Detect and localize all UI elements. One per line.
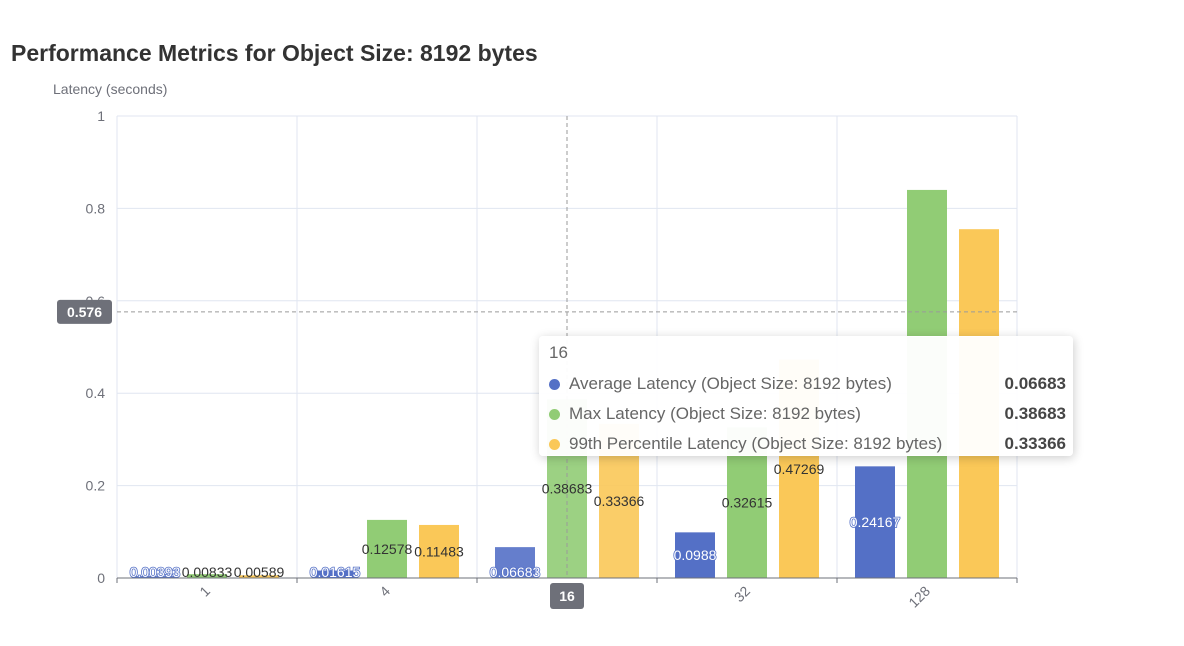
- tooltip-title: 16: [549, 343, 568, 362]
- bar: [315, 570, 355, 578]
- tooltip-series-name: Max Latency (Object Size: 8192 bytes): [569, 404, 861, 423]
- bar-value-label: 0.11483: [414, 543, 464, 559]
- tooltip-row: Max Latency (Object Size: 8192 bytes) 0.…: [549, 399, 1066, 429]
- pointer-badges: 0.576 16: [57, 299, 584, 609]
- tooltip-row: Average Latency (Object Size: 8192 bytes…: [549, 369, 1066, 399]
- bar-value-label: 0.00589: [234, 564, 285, 580]
- bar-value-label: 0.32615: [722, 495, 773, 511]
- y-tick-label: 0: [97, 570, 105, 586]
- tooltip-series-name: Average Latency (Object Size: 8192 bytes…: [569, 374, 892, 393]
- bar: [675, 532, 715, 578]
- bar-value-label: 0.38683: [542, 481, 593, 497]
- y-pointer-badge: [57, 299, 112, 324]
- tooltip-series-value: 0.33366: [1004, 434, 1066, 453]
- bar-value-label: 0.24167: [850, 514, 901, 530]
- bar-value-label: 0.0988: [674, 547, 717, 563]
- series-color-dot: [549, 408, 560, 420]
- tooltip-row: 99th Percentile Latency (Object Size: 81…: [549, 429, 1066, 459]
- x-tick-label: 32: [731, 583, 753, 605]
- bar-value-label: 0.01615: [310, 564, 361, 580]
- x-pointer-badge-label: 16: [559, 588, 575, 604]
- bar: [367, 519, 407, 578]
- y-pointer-badge-label: 0.576: [67, 304, 102, 320]
- bar: [187, 574, 227, 578]
- bar: [419, 524, 459, 578]
- bar: [855, 466, 895, 578]
- bar: [135, 576, 175, 578]
- series-color-dot: [549, 438, 560, 450]
- y-tick-label: 1: [97, 108, 105, 124]
- x-tick-label: 4: [376, 583, 393, 600]
- y-tick-label: 0.8: [86, 200, 106, 216]
- tooltip: 16 Average Latency (Object Size: 8192 by…: [539, 336, 1073, 456]
- y-tick-label: 0.4: [86, 385, 106, 401]
- bar-value-label: 0.00393: [130, 564, 181, 580]
- x-pointer-badge: [550, 583, 584, 609]
- bar-value-label: 0.12578: [362, 541, 413, 557]
- bar-value-label: 0.00833: [182, 564, 233, 580]
- x-tick-label: 128: [905, 583, 933, 611]
- bar-value-label: 0.47269: [774, 461, 825, 477]
- bar-value-label: 0.06683: [490, 564, 541, 580]
- bar-value-label: 0.33366: [594, 493, 645, 509]
- tooltip-series-value: 0.38683: [1004, 404, 1066, 423]
- chart-title: Performance Metrics for Object Size: 819…: [11, 40, 538, 66]
- y-tick-label: 0.2: [86, 478, 106, 494]
- series-color-dot: [549, 378, 560, 390]
- bar: [495, 547, 535, 578]
- tooltip-series-name: 99th Percentile Latency (Object Size: 81…: [569, 434, 943, 453]
- x-tick-label: 1: [196, 583, 213, 600]
- y-axis-title: Latency (seconds): [53, 81, 167, 97]
- tooltip-series-value: 0.06683: [1004, 374, 1066, 393]
- data-labels: 0.00393 0.01615 0.06683 0.0988 0.24167 0.0083…: [129, 461, 901, 581]
- bar: [239, 575, 279, 578]
